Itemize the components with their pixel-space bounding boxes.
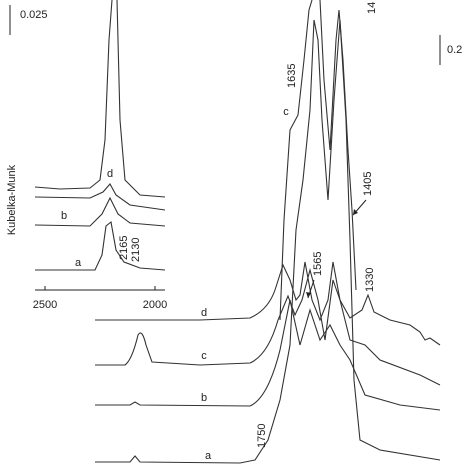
inset-curve — [34, 196, 166, 227]
peak-label: 14 — [366, 2, 378, 14]
peak-label: 1405 — [362, 172, 374, 196]
spectrum — [95, 267, 441, 386]
peak-label: 2165 — [118, 236, 130, 260]
curve-label: b — [201, 392, 207, 404]
spectrum — [95, 19, 441, 464]
curve-label: a — [205, 450, 212, 462]
arrow-head — [353, 209, 358, 215]
spectrum — [95, 299, 441, 411]
curve-label: c — [283, 106, 289, 118]
scale-label: 0.025 — [20, 9, 48, 21]
arrow-head — [306, 292, 311, 298]
peak-label: 2130 — [130, 238, 142, 262]
inset-curve — [35, 220, 166, 271]
scale-label: 0.2 — [447, 44, 462, 56]
peak-label: 1330 — [364, 268, 376, 292]
curve-label: a — [75, 257, 82, 269]
peak-label: 1565 — [312, 252, 324, 276]
curve-label: d — [107, 168, 113, 180]
inset-tick-label: 2500 — [33, 299, 57, 311]
curve-label: b — [61, 210, 67, 222]
inset-curve — [34, 183, 166, 211]
curve-label: c — [201, 350, 207, 362]
inset-tick-label: 2000 — [143, 299, 167, 311]
spectrum — [279, 0, 357, 321]
inset-curve — [34, 0, 166, 198]
peak-label: 1750 — [256, 424, 268, 448]
y-axis-label: Kubelka-Munk — [6, 164, 18, 235]
peak-label: 1635 — [286, 64, 298, 88]
curve-label: d — [201, 307, 207, 319]
spectrum — [95, 261, 441, 346]
